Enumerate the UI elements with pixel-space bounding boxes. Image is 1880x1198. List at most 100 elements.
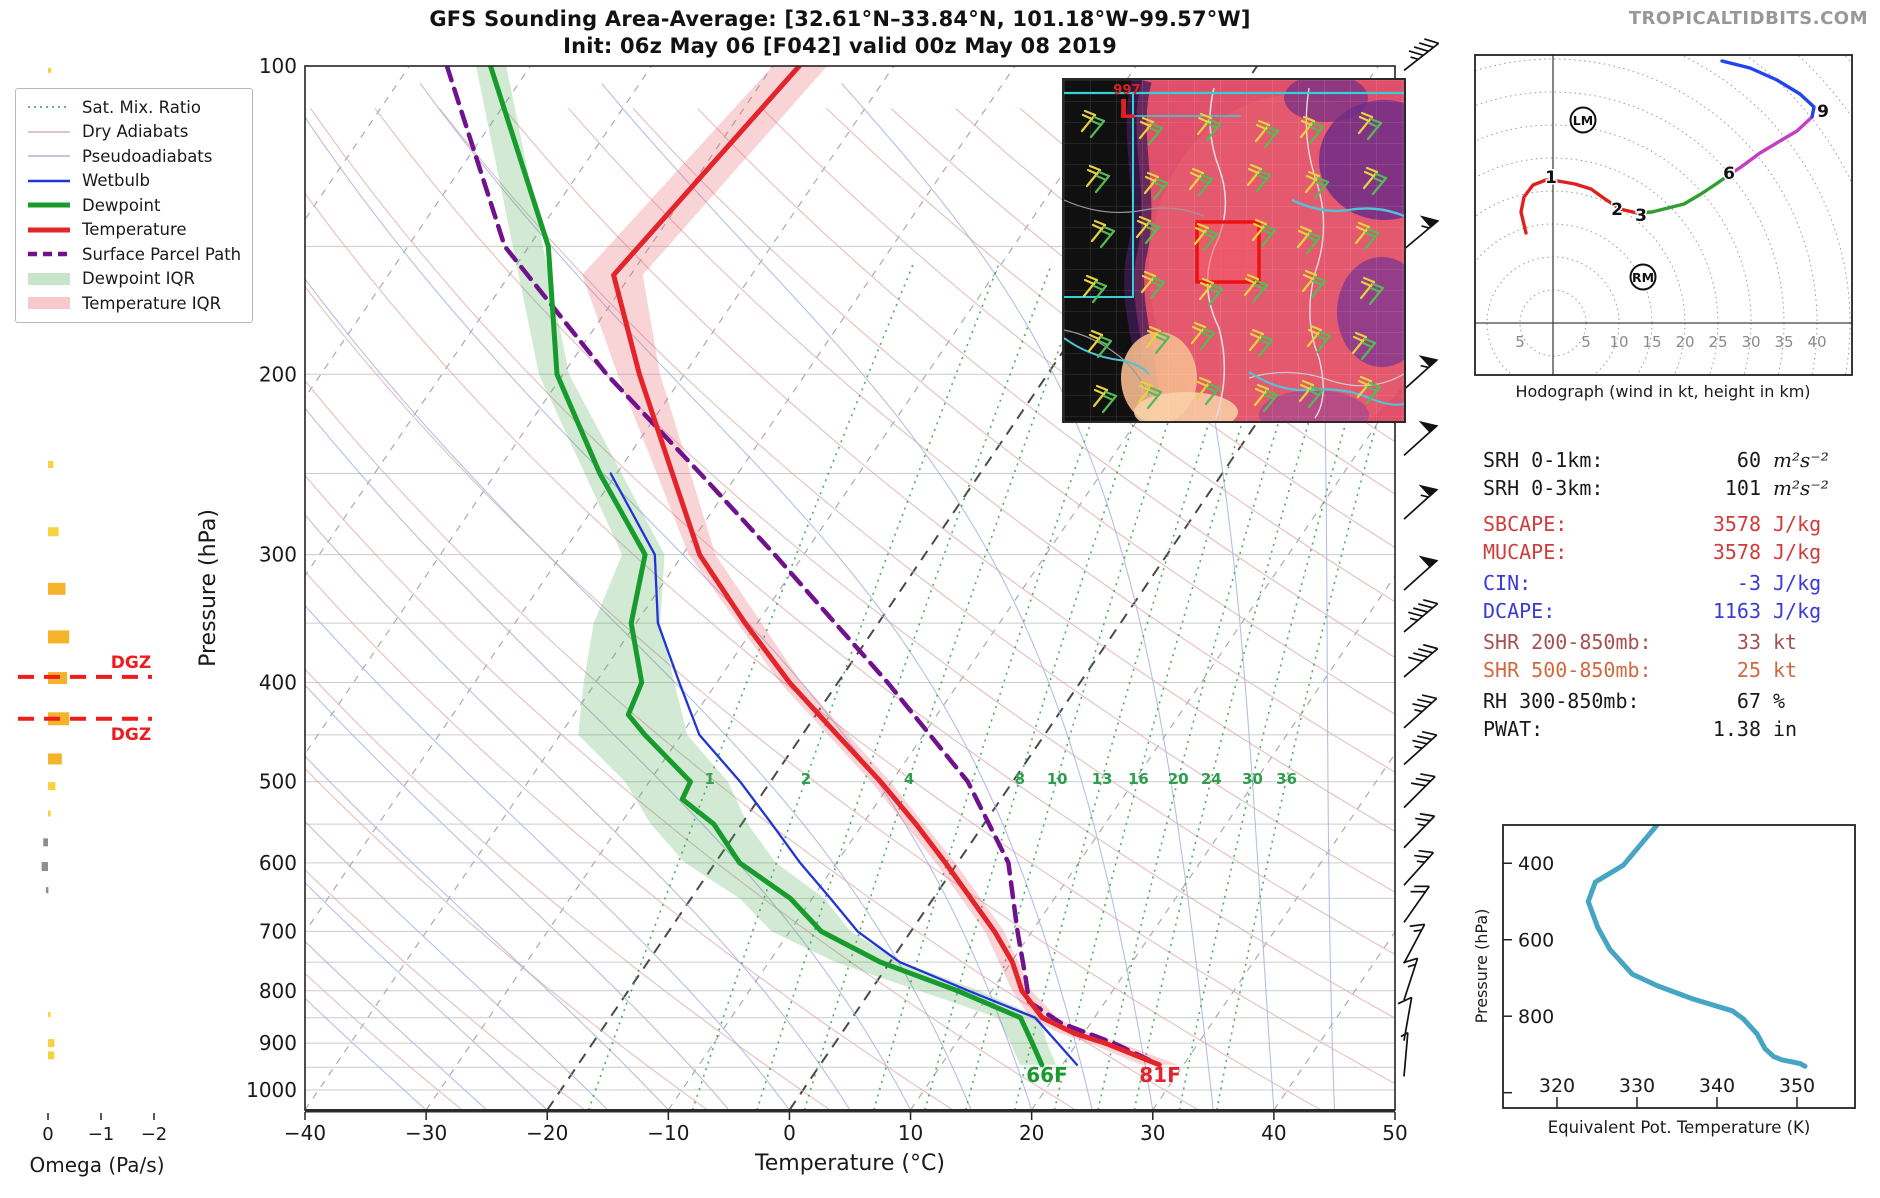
hodograph-height-label: 2 xyxy=(1611,200,1623,220)
theta-e-x-tick: 340 xyxy=(1699,1075,1735,1097)
x-tick-label: 40 xyxy=(1261,1121,1286,1145)
map-wind-barb xyxy=(1315,330,1332,354)
stat-unit: in xyxy=(1773,717,1798,741)
map-wind-barb xyxy=(1301,269,1318,293)
map-wind-barb xyxy=(1101,390,1118,414)
omega-tick-label: 0 xyxy=(42,1124,53,1145)
series-wetbulb xyxy=(609,472,1079,1066)
stat-label: MUCAPE: xyxy=(1483,540,1568,564)
pressure-tick-label: 700 xyxy=(259,919,297,943)
map-wind-barb xyxy=(1085,164,1102,188)
map-wind-barb xyxy=(1304,170,1321,194)
hodograph-ring-label: 5 xyxy=(1515,333,1525,351)
stat-row-shr-200-850mb-: SHR 200-850mb: 33 kt xyxy=(1483,628,1855,656)
x-tick-label: 30 xyxy=(1140,1121,1165,1145)
hodograph-ring-label: 35 xyxy=(1774,333,1793,351)
stat-value: 1.38 xyxy=(1712,717,1761,741)
omega-tick-label: −2 xyxy=(141,1124,168,1145)
x-tick-label: −40 xyxy=(284,1121,326,1145)
wind-barb-column xyxy=(1397,38,1440,1077)
map-inset: 997 L xyxy=(1062,78,1406,423)
x-tick-label: −20 xyxy=(526,1121,568,1145)
legend-item-dewpoint: Dewpoint xyxy=(26,193,244,218)
temperature-iqr xyxy=(582,66,1178,1065)
legend-item-dewpoint-iqr: Dewpoint IQR xyxy=(26,267,244,292)
hodograph-ring-label: 15 xyxy=(1642,333,1661,351)
map-wind-barb xyxy=(1357,111,1374,135)
legend-label: Temperature IQR xyxy=(82,293,222,313)
stat-label: SHR 500-850mb: xyxy=(1483,658,1652,682)
map-wind-barb xyxy=(1253,383,1270,407)
hodograph-height-label: 6 xyxy=(1723,164,1735,184)
omega-bar xyxy=(48,1039,55,1048)
omega-bar xyxy=(48,630,70,644)
omega-bar xyxy=(48,582,66,595)
pressure-tick-label: 100 xyxy=(259,54,297,78)
stat-row-cin-: CIN: -3 J/kg xyxy=(1483,569,1855,597)
mixing-ratio-label: 30 xyxy=(1242,770,1263,788)
hodograph-trace xyxy=(1724,115,1814,179)
series-dewpoint xyxy=(488,66,1045,1068)
stat-value: 67 xyxy=(1736,689,1761,713)
map-wind-barb xyxy=(1296,225,1313,249)
legend-item-pseudoadiabats: Pseudoadiabats xyxy=(26,144,244,169)
map-wind-barb xyxy=(1094,170,1111,194)
stat-label: SRH 0-1km: xyxy=(1483,448,1604,472)
low-pressure-symbol: L xyxy=(1119,95,1136,125)
map-wind-barb xyxy=(1248,328,1265,352)
stat-value: 3578 xyxy=(1712,540,1761,564)
x-axis-title: Temperature (°C) xyxy=(754,1151,945,1176)
omega-bar xyxy=(48,1051,55,1060)
map-wind-barb xyxy=(1087,329,1104,353)
stat-unit: kt xyxy=(1773,658,1798,682)
legend-item-surface-parcel-path: Surface Parcel Path xyxy=(26,242,244,267)
map-wind-barb xyxy=(1368,282,1385,306)
stat-row-mucape-: MUCAPE: 3578 J/kg xyxy=(1483,538,1855,566)
x-tick-label: 20 xyxy=(1019,1121,1044,1145)
x-tick-label: −30 xyxy=(405,1121,447,1145)
omega-bar xyxy=(48,67,52,73)
map-wind-barb xyxy=(1080,109,1097,133)
map-wind-barb xyxy=(1313,176,1330,200)
series-surface-parcel-path xyxy=(444,66,1162,1068)
theta-e-panel: 320 330 340 350 400 600 800 Equivalent Pot. Tem… xyxy=(1472,824,1856,1137)
pressure-tick-label: 900 xyxy=(259,1031,297,1055)
theta-e-y-tick: 800 xyxy=(1518,1006,1554,1028)
map-wind-barb xyxy=(1137,380,1154,404)
legend-item-dry-adiabats: Dry Adiabats xyxy=(26,120,244,145)
map-wind-barb xyxy=(1202,228,1219,252)
theta-e-x-tick: 330 xyxy=(1619,1075,1655,1097)
map-wind-barb xyxy=(1246,163,1263,187)
stat-unit: m²s⁻² xyxy=(1773,448,1829,472)
pressure-tick-label: 800 xyxy=(259,979,297,1003)
map-wind-barb xyxy=(1188,167,1205,191)
map-wind-barb xyxy=(1255,169,1272,193)
stat-label: DCAPE: xyxy=(1483,599,1556,623)
hodograph-caption: Hodograph (wind in kt, height in km) xyxy=(1515,382,1810,401)
map-wind-barb xyxy=(1351,331,1368,355)
hodograph-ring-label: 30 xyxy=(1741,333,1760,351)
pressure-tick-label: 500 xyxy=(259,770,297,794)
x-tick-label: −10 xyxy=(647,1121,689,1145)
map-wind-barb xyxy=(1205,118,1222,142)
map-wind-barb xyxy=(1149,276,1166,300)
stat-label: RH 300-850mb: xyxy=(1483,689,1640,713)
legend-item-temperature-iqr: Temperature IQR xyxy=(26,291,244,316)
map-wind-barb xyxy=(1147,122,1164,146)
stat-label: PWAT: xyxy=(1483,717,1544,741)
legend-label: Dewpoint xyxy=(82,195,161,215)
map-wind-barb xyxy=(1196,112,1213,136)
stat-value: 101 xyxy=(1724,476,1761,500)
y-axis-title: Pressure (hPa) xyxy=(196,509,221,667)
map-wind-barb xyxy=(1360,337,1377,361)
map-wind-barb xyxy=(1262,389,1279,413)
mixing-ratio-label: 36 xyxy=(1276,770,1297,788)
omega-tick-label: −1 xyxy=(88,1124,115,1145)
stat-row-srh-0-1km-: SRH 0-1km: 60 m²s⁻² xyxy=(1483,446,1855,474)
theta-e-y-tick: 400 xyxy=(1518,853,1554,875)
stat-unit: % xyxy=(1773,689,1786,713)
mixing-ratio-label: 16 xyxy=(1128,770,1149,788)
